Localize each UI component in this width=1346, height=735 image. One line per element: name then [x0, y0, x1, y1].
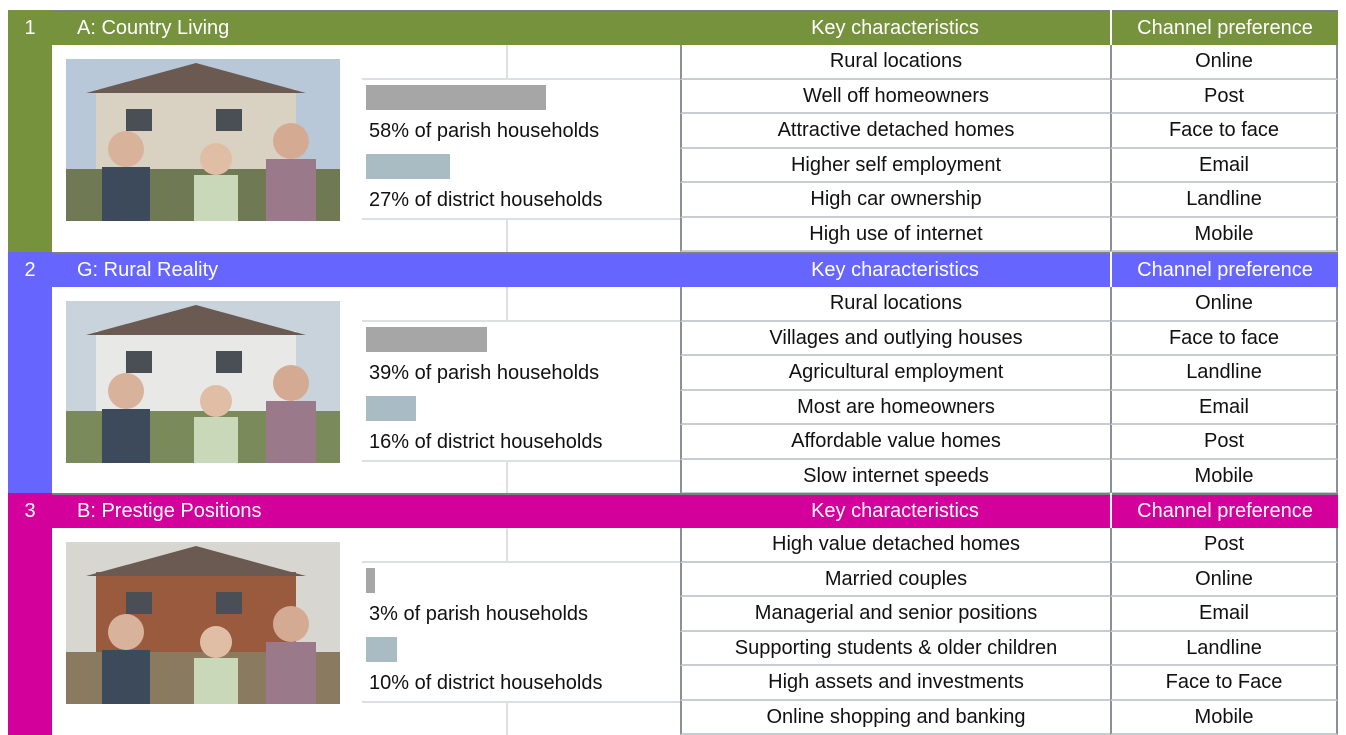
divider [362, 287, 680, 322]
photo-art [66, 301, 340, 463]
channel-cell: Post [1110, 80, 1338, 115]
channel-cell: Mobile [1110, 701, 1338, 735]
characteristic-cell: Attractive detached homes [680, 114, 1110, 149]
divider [362, 701, 680, 735]
characteristic-cell: Most are homeowners [680, 391, 1110, 426]
characteristic-cell: High use of internet [680, 218, 1110, 253]
header-characteristics: Key characteristics [680, 252, 1110, 287]
characteristic-cell: Rural locations [680, 45, 1110, 80]
district-bar [366, 154, 450, 180]
channel-cell: Post [1110, 425, 1338, 460]
divider [362, 45, 680, 80]
channel-cell: Online [1110, 563, 1338, 598]
channel-cell: Mobile [1110, 218, 1338, 253]
segment-number-strip: 3 [8, 493, 52, 735]
segment-number-strip: 1 [8, 10, 52, 252]
divider [506, 287, 508, 322]
parish-bar [366, 327, 487, 353]
segment-title: A: Country Living [77, 10, 680, 45]
district-label: 27% of district households [369, 183, 680, 218]
channel-cell: Face to Face [1110, 666, 1338, 701]
channel-cell: Face to face [1110, 114, 1338, 149]
characteristic-cell: High car ownership [680, 183, 1110, 218]
characteristic-cell: Well off homeowners [680, 80, 1110, 115]
header-characteristics: Key characteristics [680, 10, 1110, 45]
characteristic-cell: Slow internet speeds [680, 460, 1110, 495]
photo [66, 542, 340, 704]
characteristic-cell: Agricultural employment [680, 356, 1110, 391]
divider [506, 45, 508, 80]
parish-label: 58% of parish households [369, 114, 680, 149]
segment-number-strip: 2 [8, 252, 52, 494]
characteristic-cell: Rural locations [680, 287, 1110, 322]
channel-cell: Landline [1110, 356, 1338, 391]
header-characteristics: Key characteristics [680, 493, 1110, 528]
photo [66, 301, 340, 463]
page: 1A: Country LivingKey characteristicsCha… [0, 0, 1346, 729]
characteristic-cell: Married couples [680, 563, 1110, 598]
channel-cell: Email [1110, 149, 1338, 184]
channel-cell: Email [1110, 597, 1338, 632]
divider [362, 460, 680, 495]
parish-label: 3% of parish households [369, 597, 680, 632]
district-label: 16% of district households [369, 425, 680, 460]
divider [506, 528, 508, 563]
district-bar [366, 396, 416, 422]
parish-bar [366, 568, 375, 594]
header-channel: Channel preference [1110, 10, 1338, 45]
photo-art [66, 59, 340, 221]
divider [506, 701, 508, 735]
characteristic-cell: High assets and investments [680, 666, 1110, 701]
characteristic-cell: Supporting students & older children [680, 632, 1110, 667]
photo [66, 59, 340, 221]
divider [506, 460, 508, 495]
channel-cell: Landline [1110, 183, 1338, 218]
parish-bar [366, 85, 546, 111]
district-bar [366, 637, 397, 663]
characteristic-cell: Managerial and senior positions [680, 597, 1110, 632]
divider [506, 218, 508, 253]
photo-art [66, 542, 340, 704]
divider [362, 528, 680, 563]
channel-cell: Online [1110, 287, 1338, 322]
parish-label: 39% of parish households [369, 356, 680, 391]
channel-cell: Post [1110, 528, 1338, 563]
segment-title: B: Prestige Positions [77, 493, 680, 528]
characteristic-cell: Villages and outlying houses [680, 322, 1110, 357]
channel-cell: Landline [1110, 632, 1338, 667]
characteristic-cell: Higher self employment [680, 149, 1110, 184]
channel-cell: Face to face [1110, 322, 1338, 357]
header-channel: Channel preference [1110, 493, 1338, 528]
characteristic-cell: Affordable value homes [680, 425, 1110, 460]
characteristic-cell: Online shopping and banking [680, 701, 1110, 735]
characteristic-cell: High value detached homes [680, 528, 1110, 563]
channel-cell: Email [1110, 391, 1338, 426]
segment-title: G: Rural Reality [77, 252, 680, 287]
channel-cell: Mobile [1110, 460, 1338, 495]
district-label: 10% of district households [369, 666, 680, 701]
header-channel: Channel preference [1110, 252, 1338, 287]
channel-cell: Online [1110, 45, 1338, 80]
divider [362, 218, 680, 253]
